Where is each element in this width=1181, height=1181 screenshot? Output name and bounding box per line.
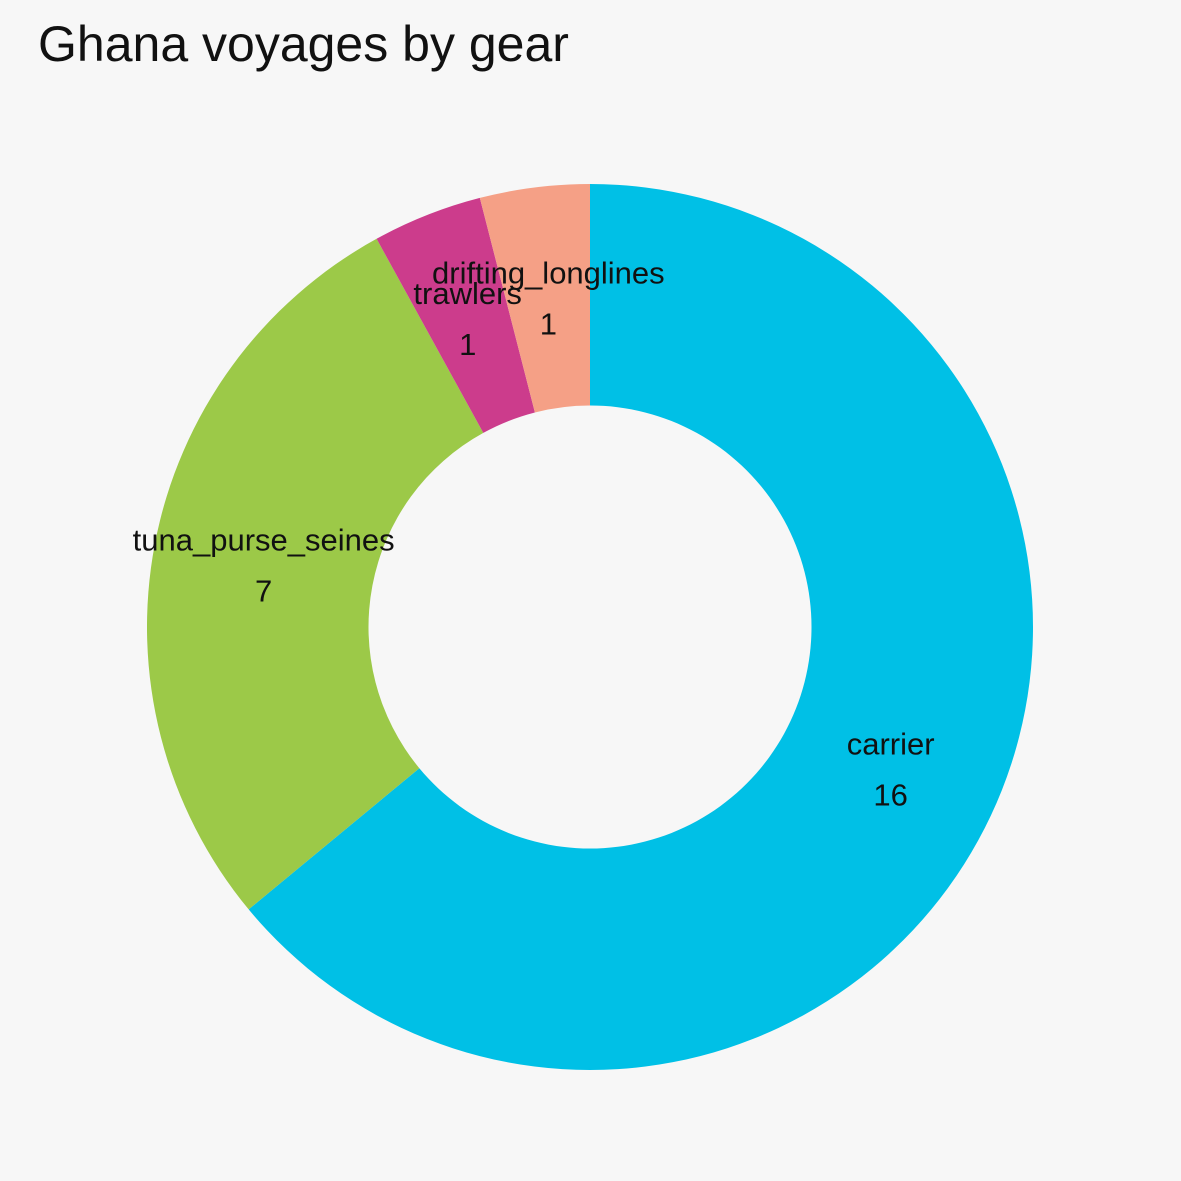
slice-value-tuna-purse-seines: 7	[255, 574, 272, 609]
donut-labels: carrier 16 tuna_purse_seines 7 trawlers 1 drif…	[133, 255, 935, 812]
slice-label-drifting-longlines: drifting_longlines	[432, 255, 665, 290]
slice-drifting-longlines	[479, 184, 590, 413]
slice-value-trawlers: 1	[459, 327, 476, 362]
donut-slices	[146, 184, 1034, 1070]
slice-tuna-purse-seines	[146, 238, 484, 910]
slice-label-carrier: carrier	[847, 726, 935, 761]
slice-trawlers	[376, 197, 535, 433]
slice-value-drifting-longlines: 1	[540, 306, 557, 341]
slice-label-trawlers: trawlers	[413, 276, 522, 311]
chart-title: Ghana voyages by gear	[38, 16, 569, 72]
slice-value-carrier: 16	[873, 777, 907, 812]
slice-carrier	[248, 184, 1034, 1070]
slice-label-tuna-purse-seines: tuna_purse_seines	[133, 523, 395, 558]
